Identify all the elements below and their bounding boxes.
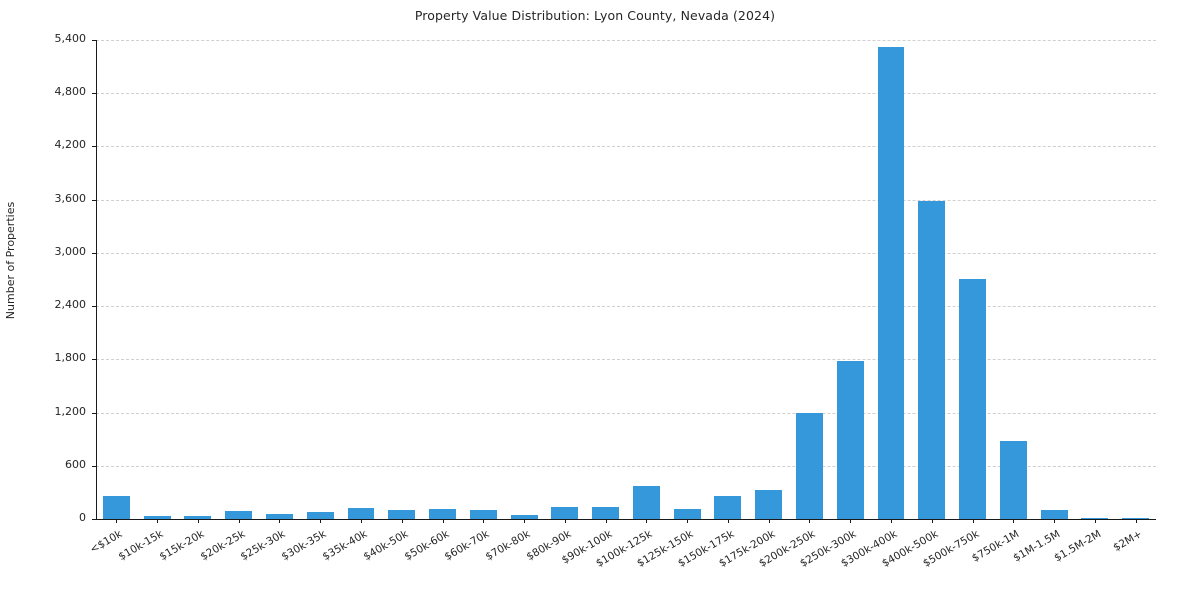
gridline [96,146,1156,148]
y-axis-tick-label: 3,000 [54,244,87,258]
bar [999,440,1027,519]
x-axis-tick-mark [931,519,933,523]
x-axis-tick-mark [1054,519,1056,523]
gridline [96,40,1156,41]
y-axis-tick-label: 1,800 [54,351,87,365]
x-axis-tick-mark [687,519,689,523]
bar [632,486,660,519]
x-axis-tick-mark [1013,519,1015,523]
y-axis-tick-mark [92,412,96,414]
x-axis-tick-mark [238,519,240,523]
bar [347,507,375,519]
x-axis-tick-mark [768,519,770,523]
x-axis-tick-mark [972,519,974,523]
bar [266,513,293,519]
y-axis-tick-mark [92,306,96,308]
x-axis-tick-mark [891,519,892,523]
x-axis-tick-label-text: $2M+ [1110,528,1144,555]
x-axis-tick-mark [524,519,526,523]
bar [755,489,783,519]
bar [673,508,701,519]
y-axis-tick-label: 5,400 [54,32,87,45]
gridline [96,93,1156,95]
y-axis-tick-mark [92,359,96,361]
bar [184,516,212,519]
x-axis-tick-mark [442,519,444,523]
x-axis-tick-mark [1094,519,1096,523]
bar [429,509,456,519]
y-axis-tick-label: 600 [65,457,86,471]
bar [836,361,864,519]
bar [796,412,823,519]
y-axis-tick-mark [92,93,96,95]
y-axis-tick-mark [92,146,96,148]
y-axis-tick-label: 2,400 [54,298,87,312]
gridline [96,359,1156,361]
bar [551,507,579,519]
y-axis-tick-label: 1,200 [54,404,87,418]
y-axis-tick-label: 3,600 [54,191,87,205]
x-axis-tick-mark [646,519,648,523]
x-axis-tick-mark [401,519,403,523]
gridline [96,199,1156,201]
x-axis-tick-mark [116,519,118,523]
gridline [96,306,1156,308]
bar [469,510,497,519]
gridline [96,252,1156,254]
x-axis-tick-mark [157,519,159,523]
x-axis-tick-mark [564,519,566,523]
y-axis-tick-mark [92,465,96,467]
bar [306,512,334,519]
x-axis-tick-mark [809,519,811,523]
bar [225,510,253,519]
x-axis-tick-mark [605,519,607,523]
y-axis-tick-mark [92,519,96,520]
y-axis-tick-mark [92,199,96,201]
bar [918,200,946,519]
y-axis-tick-mark [92,40,96,41]
bar [959,278,986,519]
bar [714,495,742,519]
chart-title: Property Value Distribution: Lyon County… [414,8,776,23]
bar [143,515,171,519]
y-axis-tick-label: 0 [79,511,86,524]
x-axis-tick-mark [197,519,199,523]
bar [592,506,620,519]
y-axis-tick-mark [92,252,96,254]
gridline [96,465,1156,467]
x-axis-tick-mark [361,519,362,523]
bar [510,515,538,519]
y-axis-tick-label: 4,200 [54,138,87,152]
y-axis-line [96,40,97,519]
y-axis-title-text: Number of Properties [4,201,18,319]
y-axis-tick-label: 4,800 [54,85,87,99]
gridline [96,412,1156,414]
plot-area [96,40,1156,519]
bar [877,47,905,519]
x-axis-tick-mark [727,519,729,523]
x-axis-tick-mark [850,519,852,523]
bar [1081,517,1109,519]
x-axis-tick-mark [483,519,485,523]
x-axis-tick-mark [1135,519,1137,523]
x-axis-tick-mark [320,519,322,523]
bar [1040,510,1068,519]
bar [102,496,130,519]
y-axis-title: Number of Properties [2,0,20,520]
bar [1122,517,1150,519]
bar [388,510,416,519]
x-axis-tick-mark [279,519,281,523]
x-axis-line [96,519,1156,520]
